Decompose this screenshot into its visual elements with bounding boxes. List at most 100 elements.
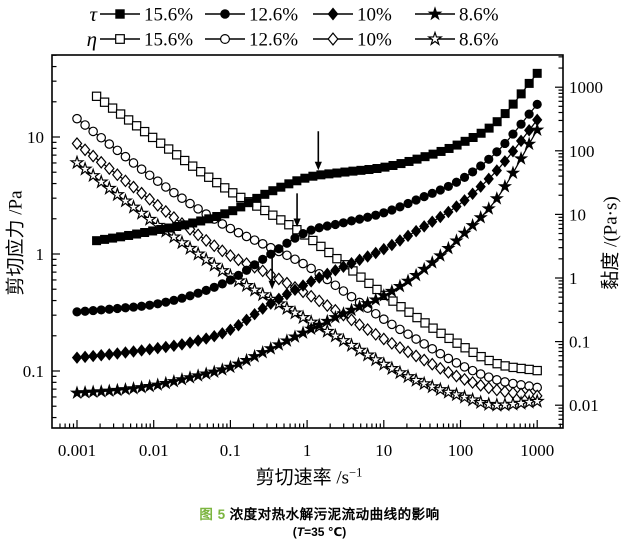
square-marker bbox=[356, 165, 366, 175]
square-marker bbox=[91, 91, 102, 101]
figure-number-label: 图 5 bbox=[199, 507, 226, 522]
figure-caption: 图 5 浓度对热水解污泥流动曲线的影响 bbox=[0, 503, 639, 523]
circle-marker bbox=[257, 239, 268, 249]
diamond-marker bbox=[402, 229, 414, 243]
square-marker bbox=[356, 272, 366, 282]
square-marker bbox=[492, 117, 502, 127]
diamond-marker bbox=[160, 204, 172, 218]
square-marker bbox=[420, 152, 430, 162]
star-marker bbox=[473, 210, 488, 224]
star-marker bbox=[77, 161, 93, 176]
diamond-marker bbox=[410, 349, 422, 363]
diamond-marker bbox=[111, 168, 123, 182]
star-marker bbox=[231, 356, 246, 370]
circle-marker bbox=[282, 238, 292, 248]
y-right-tick-label: 1 bbox=[569, 269, 578, 288]
diamond-marker bbox=[136, 186, 147, 200]
diamond-marker bbox=[475, 180, 486, 193]
circle-marker bbox=[516, 119, 526, 129]
y-right-tick-label: 1000 bbox=[569, 78, 603, 97]
square-marker bbox=[364, 165, 374, 175]
square-marker bbox=[92, 236, 102, 246]
diamond-marker bbox=[71, 351, 83, 364]
circle-marker bbox=[241, 231, 252, 242]
square-marker bbox=[308, 235, 318, 246]
legend-item-label: 10% bbox=[357, 5, 392, 26]
circle-marker bbox=[209, 282, 219, 292]
star-marker bbox=[312, 317, 327, 332]
square-marker bbox=[212, 177, 222, 188]
square-marker bbox=[412, 312, 422, 323]
square-marker bbox=[372, 164, 382, 174]
circle-marker bbox=[225, 223, 236, 234]
diamond-marker bbox=[499, 385, 511, 399]
diamond-marker bbox=[475, 378, 487, 392]
diamond-marker bbox=[354, 318, 365, 332]
star-marker bbox=[206, 257, 222, 272]
diamond-marker bbox=[314, 271, 325, 284]
circle-marker bbox=[120, 303, 131, 313]
x-axis-title-superscript: −1 bbox=[349, 465, 363, 480]
circle-marker bbox=[467, 365, 478, 376]
square-marker bbox=[452, 338, 462, 348]
circle-marker bbox=[298, 229, 308, 239]
square-marker bbox=[140, 228, 150, 238]
star-marker bbox=[530, 122, 545, 136]
square-marker bbox=[139, 126, 150, 137]
square-marker bbox=[372, 284, 382, 295]
star-marker bbox=[133, 205, 150, 220]
circle-marker bbox=[387, 205, 397, 215]
star-marker bbox=[102, 383, 117, 398]
star-marker bbox=[384, 360, 400, 376]
square-marker bbox=[500, 361, 510, 371]
square-marker bbox=[436, 328, 446, 339]
diamond-marker bbox=[225, 323, 236, 337]
square-marker bbox=[404, 307, 414, 317]
circle-marker bbox=[459, 362, 470, 372]
circle-marker bbox=[290, 254, 300, 265]
series-eta-12.6% bbox=[72, 113, 542, 393]
star-marker bbox=[295, 325, 311, 339]
square-marker bbox=[524, 364, 534, 375]
circle-marker bbox=[169, 187, 179, 198]
circle-marker bbox=[282, 250, 292, 261]
diamond-marker bbox=[192, 334, 204, 347]
star-marker bbox=[110, 382, 125, 397]
square-marker bbox=[292, 176, 302, 186]
square-marker bbox=[196, 167, 206, 177]
star-marker bbox=[85, 167, 101, 183]
square-marker bbox=[188, 218, 198, 228]
diamond-marker bbox=[370, 327, 382, 341]
square-marker bbox=[172, 222, 182, 232]
square-marker bbox=[484, 355, 494, 366]
diamond-marker bbox=[265, 268, 277, 282]
star-marker bbox=[198, 251, 214, 267]
diamond-marker bbox=[297, 279, 309, 292]
circle-marker bbox=[475, 369, 486, 379]
diamond-marker bbox=[273, 292, 284, 306]
circle-marker bbox=[411, 334, 421, 344]
square-marker bbox=[260, 205, 270, 216]
y-left-tick-label: 0.1 bbox=[23, 362, 44, 381]
circle-marker bbox=[88, 305, 98, 316]
legend-item-η-10%: 10% bbox=[313, 30, 392, 51]
diamond-marker bbox=[330, 264, 341, 277]
star-marker bbox=[465, 217, 480, 232]
diamond-marker bbox=[426, 357, 438, 371]
diamond-marker bbox=[257, 302, 268, 315]
diamond-marker bbox=[176, 338, 188, 351]
circle-marker bbox=[185, 291, 195, 301]
circle-marker bbox=[161, 297, 171, 307]
circle-marker bbox=[346, 216, 357, 226]
star-marker bbox=[376, 356, 392, 371]
condition-value: =35 ℃) bbox=[304, 525, 347, 539]
circle-marker bbox=[338, 286, 349, 296]
circle-marker bbox=[152, 176, 163, 187]
circle-marker bbox=[451, 177, 462, 187]
annotation-arrowhead bbox=[293, 218, 301, 228]
star-marker bbox=[335, 332, 352, 348]
diamond-marker bbox=[435, 210, 446, 224]
circle-marker bbox=[136, 164, 147, 174]
square-marker bbox=[468, 347, 478, 358]
diamond-marker bbox=[378, 332, 390, 346]
